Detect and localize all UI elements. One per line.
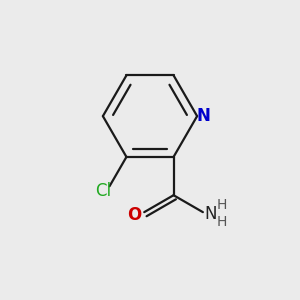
Text: Cl: Cl [95, 182, 111, 200]
Text: N: N [197, 107, 211, 125]
Text: H: H [217, 198, 227, 212]
Text: O: O [128, 206, 142, 224]
Text: H: H [217, 215, 227, 229]
Text: N: N [204, 205, 217, 223]
